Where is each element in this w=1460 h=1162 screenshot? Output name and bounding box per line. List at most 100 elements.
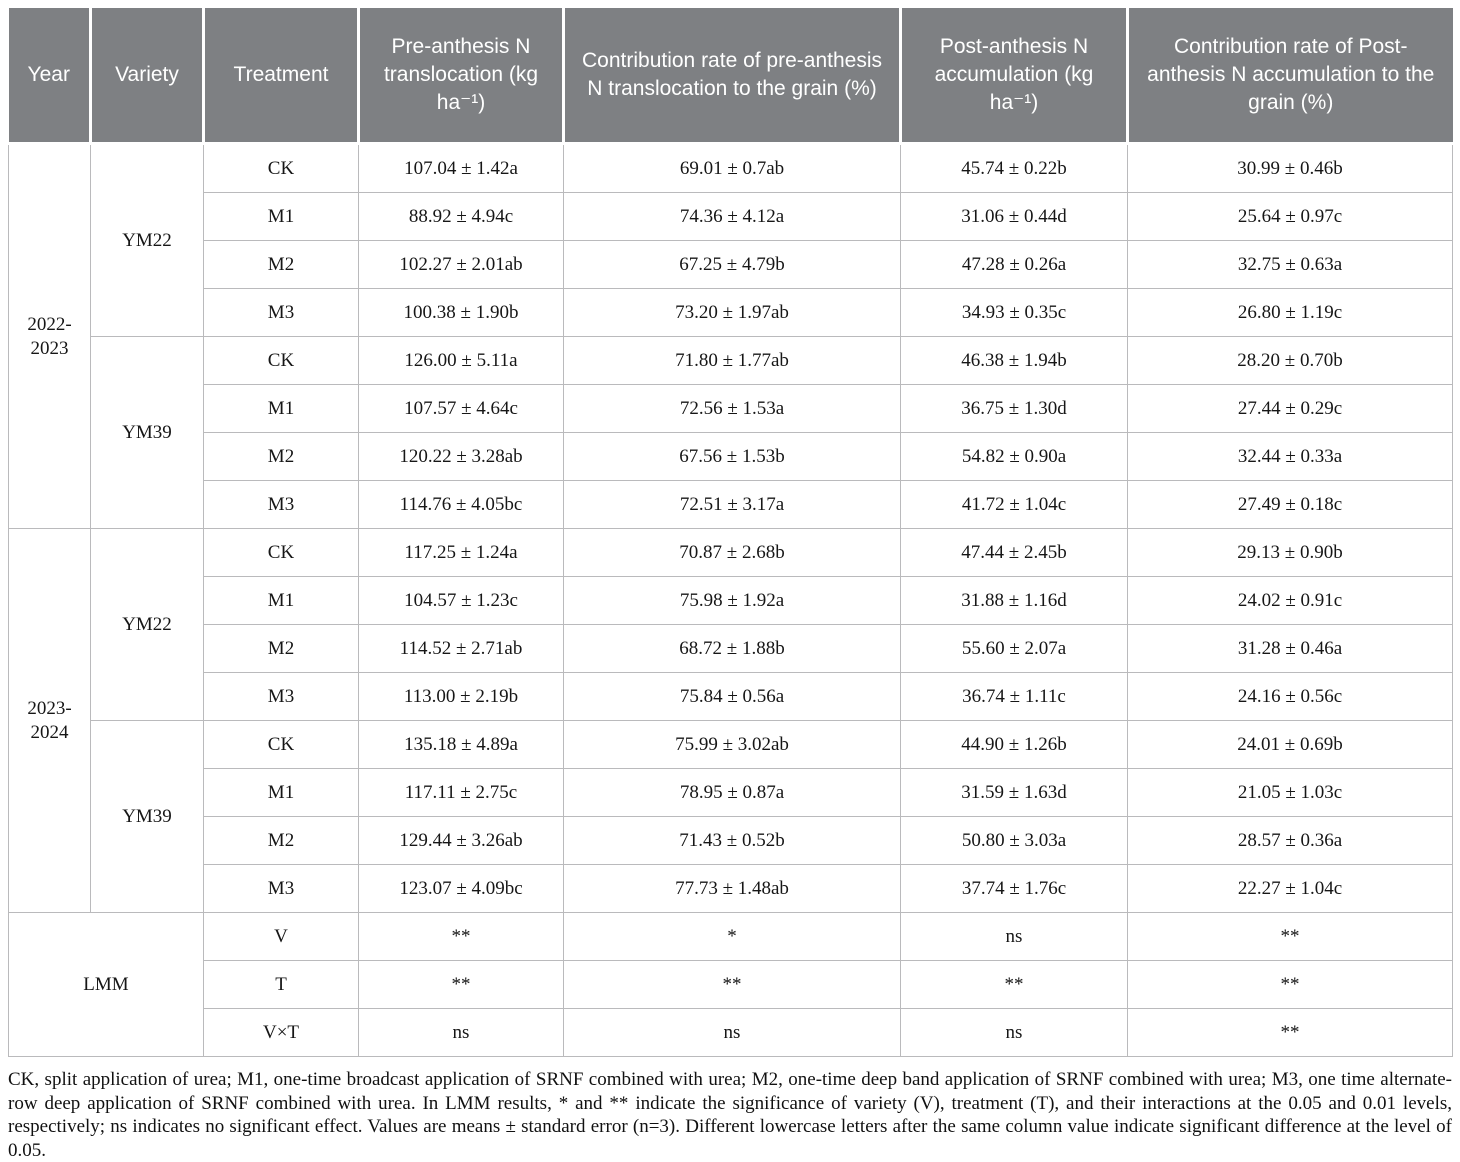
table-row: M1 117.11 ± 2.75c 78.95 ± 0.87a 31.59 ± 1.6… [9,768,1453,817]
value-cell: 100.38 ± 1.90b [358,288,564,337]
value-cell: 117.11 ± 2.75c [358,768,564,817]
value-cell: 44.90 ± 1.26b [900,720,1128,769]
table-body: 2022-2023 YM22 CK 107.04 ± 1.42a 69.01 ± 0.7… [8,143,1453,1057]
lmm-row: T ** ** ** ** [9,960,1453,1009]
header-year: Year [8,8,91,145]
lmm-value-cell: ** [563,960,901,1009]
treatment-cell: CK [203,143,359,193]
lmm-value-cell: ns [900,1008,1128,1057]
value-cell: 126.00 ± 5.11a [358,336,564,385]
table-row: M3 123.07 ± 4.09bc 77.73 ± 1.48ab 37.74 ± 1… [9,864,1453,913]
value-cell: 22.27 ± 1.04c [1127,864,1453,913]
value-cell: 117.25 ± 1.24a [358,528,564,577]
value-cell: 36.75 ± 1.30d [900,384,1128,433]
value-cell: 24.01 ± 0.69b [1127,720,1453,769]
header-pre-anthesis-translocation: Pre-anthesis N translocation (kg ha⁻¹) [357,8,564,145]
value-cell: 88.92 ± 4.94c [358,192,564,241]
value-cell: 114.76 ± 4.05bc [358,480,564,529]
lmm-factor-cell: V [203,912,359,961]
lmm-value-cell: ns [563,1008,901,1057]
value-cell: 71.43 ± 0.52b [563,816,901,865]
lmm-value-cell: * [563,912,901,961]
value-cell: 47.44 ± 2.45b [900,528,1128,577]
value-cell: 67.56 ± 1.53b [563,432,901,481]
header-variety: Variety [89,8,204,145]
lmm-value-cell: ** [358,912,564,961]
value-cell: 47.28 ± 0.26a [900,240,1128,289]
header-post-anthesis-accumulation: Post-anthesis N accumulation (kg ha⁻¹) [899,8,1128,145]
lmm-value-cell: ** [1127,1008,1453,1057]
table-row: M1 107.57 ± 4.64c 72.56 ± 1.53a 36.75 ± 1.3… [9,384,1453,433]
value-cell: 31.88 ± 1.16d [900,576,1128,625]
value-cell: 114.52 ± 2.71ab [358,624,564,673]
table-row: M3 113.00 ± 2.19b 75.84 ± 0.56a 36.74 ± 1.1… [9,672,1453,721]
treatment-cell: M3 [203,288,359,337]
value-cell: 21.05 ± 1.03c [1127,768,1453,817]
value-cell: 70.87 ± 2.68b [563,528,901,577]
table-row: 2023-2024 YM22 CK 117.25 ± 1.24a 70.87 ± 2.6… [8,528,1453,913]
nitrogen-translocation-table: Year Variety Treatment Pre-anthesis N tr… [8,8,1453,1057]
value-cell: 113.00 ± 2.19b [358,672,564,721]
table-header: Year Variety Treatment Pre-anthesis N tr… [8,8,1453,145]
value-cell: 24.02 ± 0.91c [1127,576,1453,625]
year-cell: 2023-2024 [8,528,91,913]
value-cell: 31.59 ± 1.63d [900,768,1128,817]
table-row: M3 100.38 ± 1.90b 73.20 ± 1.97ab 34.93 ± 0.… [9,288,1453,337]
treatment-cell: M3 [203,672,359,721]
value-cell: 55.60 ± 2.07a [900,624,1128,673]
value-cell: 37.74 ± 1.76c [900,864,1128,913]
table-row: YM39 CK 126.00 ± 5.11a 71.80 ± 1.77ab 46.38 … [9,336,1453,529]
value-cell: 41.72 ± 1.04c [900,480,1128,529]
lmm-value-cell: ** [358,960,564,1009]
value-cell: 129.44 ± 3.26ab [358,816,564,865]
value-cell: 29.13 ± 0.90b [1127,528,1453,577]
variety-cell: YM39 [90,336,204,529]
treatment-cell: CK [203,528,359,577]
lmm-factor-cell: V×T [203,1008,359,1057]
value-cell: 68.72 ± 1.88b [563,624,901,673]
lmm-value-cell: ** [1127,912,1453,961]
treatment-cell: CK [203,720,359,769]
value-cell: 54.82 ± 0.90a [900,432,1128,481]
header-contribution-pre-anthesis: Contribution rate of pre-anthesis N tran… [562,8,901,145]
table-row: M1 104.57 ± 1.23c 75.98 ± 1.92a 31.88 ± 1.1… [9,576,1453,625]
value-cell: 50.80 ± 3.03a [900,816,1128,865]
lmm-value-cell: ** [1127,960,1453,1009]
value-cell: 46.38 ± 1.94b [900,336,1128,385]
value-cell: 72.51 ± 3.17a [563,480,901,529]
value-cell: 75.84 ± 0.56a [563,672,901,721]
treatment-cell: M1 [203,384,359,433]
lmm-row: LMM V ** * ns ** [8,912,1453,1057]
value-cell: 75.99 ± 3.02ab [563,720,901,769]
value-cell: 102.27 ± 2.01ab [358,240,564,289]
table-row: M2 114.52 ± 2.71ab 68.72 ± 1.88b 55.60 ± 2.… [9,624,1453,673]
year-cell: 2022-2023 [8,143,91,529]
value-cell: 120.22 ± 3.28ab [358,432,564,481]
value-cell: 75.98 ± 1.92a [563,576,901,625]
treatment-cell: M2 [203,816,359,865]
value-cell: 24.16 ± 0.56c [1127,672,1453,721]
table-row: M1 88.92 ± 4.94c 74.36 ± 4.12a 31.06 ± 0.44… [9,192,1453,241]
value-cell: 27.49 ± 0.18c [1127,480,1453,529]
value-cell: 45.74 ± 0.22b [900,143,1128,193]
value-cell: 77.73 ± 1.48ab [563,864,901,913]
value-cell: 78.95 ± 0.87a [563,768,901,817]
value-cell: 104.57 ± 1.23c [358,576,564,625]
value-cell: 25.64 ± 0.97c [1127,192,1453,241]
value-cell: 74.36 ± 4.12a [563,192,901,241]
value-cell: 72.56 ± 1.53a [563,384,901,433]
lmm-value-cell: ns [358,1008,564,1057]
treatment-cell: M2 [203,240,359,289]
value-cell: 107.57 ± 4.64c [358,384,564,433]
value-cell: 31.28 ± 0.46a [1127,624,1453,673]
value-cell: 28.20 ± 0.70b [1127,336,1453,385]
value-cell: 28.57 ± 0.36a [1127,816,1453,865]
value-cell: 30.99 ± 0.46b [1127,143,1453,193]
variety-cell: YM39 [90,720,204,913]
lmm-factor-cell: T [203,960,359,1009]
value-cell: 71.80 ± 1.77ab [563,336,901,385]
variety-cell: YM22 [90,143,204,337]
value-cell: 34.93 ± 0.35c [900,288,1128,337]
lmm-value-cell: ns [900,912,1128,961]
